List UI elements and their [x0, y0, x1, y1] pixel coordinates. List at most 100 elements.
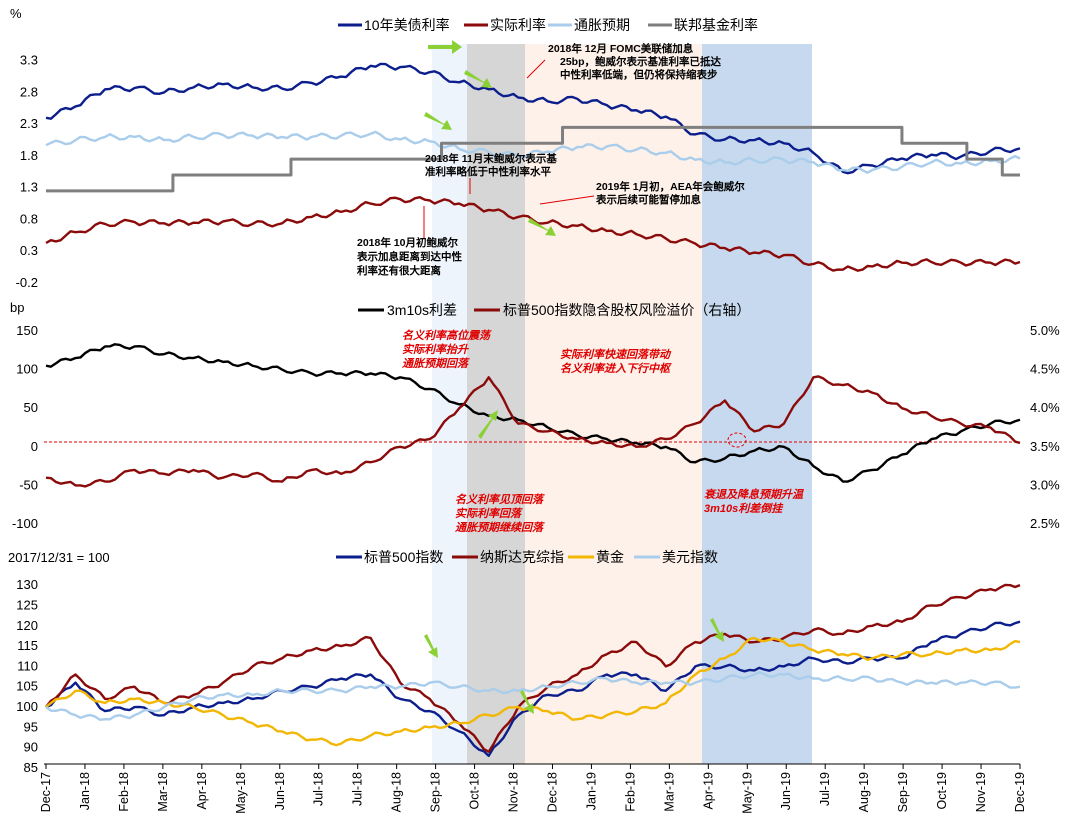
x-tick-label: Sep-19 — [896, 772, 910, 812]
series-line-2 — [45, 130, 1021, 174]
annotation-arrow-3 — [539, 195, 595, 205]
legend-sp500: 标普500指数 — [364, 549, 443, 565]
x-tick-label: Dec-18 — [545, 772, 559, 812]
y-tick-label: 3.3 — [20, 53, 38, 68]
top-annotations: 2018年 12月 FOMC美联储加息 25bp，鲍威尔表示基准利率已抵达 中性… — [356, 42, 748, 277]
x-tick-label: Jan-18 — [78, 772, 92, 810]
y-tick-label: 1.8 — [20, 148, 38, 163]
legend-nasdaq: 纳斯达克综指 — [480, 549, 564, 565]
x-tick-label: Jun-18 — [273, 772, 287, 810]
annotation-nov18: 2018年 11月末鲍威尔表示基 准利率略低于中性利率水平 — [425, 152, 560, 178]
green-arrow-7 — [520, 690, 534, 714]
legend-fed-funds: 联邦基金利率 — [674, 17, 758, 33]
green-arrows — [424, 40, 724, 714]
x-tick-label: Dec-17 — [39, 772, 53, 812]
green-arrow-5 — [478, 410, 498, 439]
annotation-phase-2: 名义利率见顶回落 实际利率回落 通胀预期继续回落 — [455, 493, 546, 534]
green-arrow-4 — [528, 218, 556, 236]
y-tick-label: 50 — [24, 400, 38, 415]
x-tick-label: Apr-19 — [701, 772, 715, 810]
series-line-1 — [45, 583, 1021, 753]
legend-inflation: 通胀预期 — [574, 17, 630, 33]
green-arrow-1 — [428, 40, 462, 54]
annotation-arrow-1 — [526, 59, 546, 79]
x-tick-label: Oct-19 — [935, 772, 949, 810]
green-arrow-8 — [710, 618, 724, 642]
x-tick-label: Jan-19 — [584, 772, 598, 810]
legend-real-rate: 实际利率 — [490, 17, 546, 33]
y-tick-label: 120 — [16, 618, 38, 633]
mid-annotations: 名义利率高位震荡 实际利率抬升 通胀预期回落 实际利率快速回落带动 名义利率进入… — [402, 329, 804, 534]
green-arrow-3 — [424, 112, 452, 130]
series-line-3 — [45, 671, 1021, 722]
mid-unit-label: bp — [10, 300, 24, 315]
y-tick-label: 95 — [24, 719, 38, 734]
top-y-ticks: 3.3 2.8 2.3 1.8 1.3 0.8 0.3 -0.2 — [16, 53, 38, 290]
mid-legend: 3m10s利差 标普500指数隐含股权风险溢价（右轴） — [358, 302, 750, 318]
x-tick-label: Aug-19 — [857, 772, 871, 812]
x-tick-label: Jul-18 — [312, 772, 326, 806]
band-jan-apr-19 — [525, 44, 702, 764]
x-tick-label: Feb-19 — [623, 772, 637, 812]
bottom-y-ticks: 130 125 120 115 110 105 100 95 90 85 — [16, 577, 38, 775]
y-tick-label: 125 — [16, 597, 38, 612]
green-arrow-2 — [464, 70, 492, 88]
y-tick-label: 2.3 — [20, 116, 38, 131]
y-tick-label: 0.3 — [20, 243, 38, 258]
y-tick-label: 2.8 — [20, 84, 38, 99]
x-tick-label: Feb-18 — [117, 772, 131, 812]
annotation-phase-3: 实际利率快速回落带动 名义利率进入下行中枢 — [560, 348, 673, 375]
bottom-legend: 标普500指数 纳斯达克综指 黄金 美元指数 — [336, 549, 718, 565]
y2-tick-label: 2.5% — [1030, 516, 1060, 531]
y-tick-label: 150 — [16, 323, 38, 338]
annotation-dec18-fomc: 2018年 12月 FOMC美联储加息 25bp，鲍威尔表示基准利率已抵达 中性… — [548, 42, 724, 81]
inversion-circle — [727, 432, 747, 448]
annotation-oct18: 2018年 10月初鲍威尔 表示加息距离到达中性 利率还有很大距离 — [356, 236, 465, 277]
y-tick-label: 130 — [16, 577, 38, 592]
y-tick-label: 90 — [24, 740, 38, 755]
period-bands — [432, 44, 812, 764]
mid-series — [45, 343, 1021, 488]
mid-y2-ticks: 5.0% 4.5% 4.0% 3.5% 3.0% 2.5% — [1030, 323, 1060, 531]
y-tick-label: -50 — [19, 477, 38, 492]
bottom-unit-label: 2017/12/31 = 100 — [8, 550, 110, 565]
x-tick-label: Nov-19 — [974, 772, 988, 812]
y2-tick-label: 5.0% — [1030, 323, 1060, 338]
band-nov-dec-18 — [467, 44, 525, 764]
x-tick-label: May-18 — [234, 772, 248, 814]
y2-tick-label: 3.0% — [1030, 477, 1060, 492]
y-tick-label: 100 — [16, 362, 38, 377]
annotation-phase-1: 名义利率高位震荡 实际利率抬升 通胀预期回落 — [402, 329, 493, 370]
series-line-3 — [46, 125, 1020, 193]
y-tick-label: 85 — [24, 760, 38, 775]
x-tick-label: Nov-18 — [507, 772, 521, 812]
y-tick-label: 100 — [16, 699, 38, 714]
y-tick-label: -0.2 — [16, 275, 38, 290]
series-line-1 — [45, 375, 1021, 488]
y-tick-label: -100 — [12, 516, 38, 531]
x-tick-label: Mar-19 — [662, 772, 676, 812]
top-legend: 10年美债利率 实际利率 通胀预期 联邦基金利率 — [338, 17, 758, 33]
series-line-0 — [45, 343, 1021, 483]
legend-erp: 标普500指数隐含股权风险溢价（右轴） — [503, 302, 750, 318]
y-tick-label: 105 — [16, 679, 38, 694]
green-arrow-6 — [424, 634, 438, 658]
x-tick-label: Jun-19 — [779, 772, 793, 810]
legend-3m10s: 3m10s利差 — [387, 302, 457, 318]
y2-tick-label: 4.0% — [1030, 400, 1060, 415]
y-tick-label: 115 — [17, 638, 38, 653]
y2-tick-label: 3.5% — [1030, 439, 1060, 454]
x-axis-ticks: Dec-17 Jan-18 Feb-18 Mar-18 Apr-18 May-18 Jun-… — [39, 764, 1027, 814]
x-tick-label: Oct-18 — [468, 772, 482, 810]
legend-10y: 10年美债利率 — [364, 17, 450, 33]
x-tick-label: May-19 — [740, 772, 754, 814]
y2-tick-label: 4.5% — [1030, 362, 1060, 377]
annotation-jan19: 2019年 1月初，AEA年会鲍威尔 表示后续可能暂停加息 — [595, 180, 748, 206]
y-tick-label: 0 — [31, 439, 38, 454]
legend-gold: 黄金 — [596, 549, 624, 565]
legend-dxy: 美元指数 — [662, 549, 718, 565]
x-tick-label: Sep-18 — [429, 772, 443, 812]
x-tick-label: Dec-19 — [1013, 772, 1027, 812]
y-tick-label: 1.3 — [20, 180, 38, 195]
